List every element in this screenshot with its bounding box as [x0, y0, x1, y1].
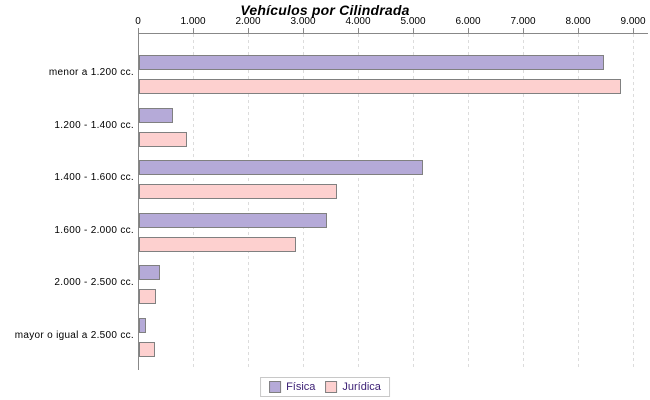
x-tick-label-2: 2.000: [235, 16, 261, 27]
category-label-5: mayor o igual a 2.500 cc.: [14, 330, 134, 341]
x-tick-label-8: 8.000: [565, 16, 591, 27]
gridline: [303, 34, 304, 368]
category-label-4: 2.000 - 2.500 cc.: [54, 277, 134, 289]
gridline: [358, 34, 359, 368]
category-label-3: 1.600 - 2.000 cc.: [54, 224, 134, 236]
bar-fisica-4: [139, 265, 160, 280]
gridline: [633, 34, 634, 368]
bar-fisica-2: [139, 160, 423, 175]
legend-swatch-fisica: [269, 381, 282, 393]
x-tick-mark: [358, 28, 359, 33]
category-label-1: 1.200 - 1.400 cc.: [54, 119, 134, 131]
x-tick-label-1: 1.000: [180, 16, 206, 27]
bar-fisica-1: [139, 108, 174, 123]
x-tick-mark: [193, 28, 194, 33]
bar-juridica-1: [139, 132, 187, 147]
gridline: [413, 34, 414, 368]
bar-juridica-4: [139, 289, 157, 304]
gridline: [523, 34, 524, 368]
bar-fisica-0: [139, 55, 604, 70]
x-tick-label-4: 4.000: [345, 16, 371, 27]
gridline: [248, 34, 249, 368]
x-tick-label-3: 3.000: [290, 16, 316, 27]
bar-juridica-3: [139, 237, 296, 252]
gridline: [193, 34, 194, 368]
legend: Física Jurídica: [260, 377, 390, 397]
x-tick-mark: [633, 28, 634, 33]
x-tick-mark: [523, 28, 524, 33]
x-tick-mark: [303, 28, 304, 33]
category-label-0: menor a 1.200 cc.: [48, 67, 134, 78]
x-tick-mark: [413, 28, 414, 33]
legend-label-fisica: Física: [286, 381, 316, 393]
x-tick-label-7: 7.000: [510, 16, 536, 27]
x-tick-label-0: 0: [135, 16, 141, 27]
legend-label-juridica: Jurídica: [342, 381, 381, 393]
x-tick-mark: [578, 28, 579, 33]
category-label-2: 1.400 - 1.600 cc.: [54, 172, 134, 184]
bar-fisica-5: [139, 318, 147, 333]
bar-juridica-5: [139, 342, 155, 357]
chart-title: Vehículos por Cilindrada: [240, 2, 410, 18]
x-tick-mark: [468, 28, 469, 33]
x-tick-mark: [248, 28, 249, 33]
gridline: [578, 34, 579, 368]
x-tick-label-5: 5.000: [400, 16, 426, 27]
legend-swatch-juridica: [325, 381, 338, 393]
x-tick-mark: [138, 28, 139, 33]
x-tick-label-9: 9.000: [620, 16, 646, 27]
bar-juridica-2: [139, 184, 337, 199]
bar-fisica-3: [139, 213, 328, 228]
bar-juridica-0: [139, 79, 621, 94]
gridline: [468, 34, 469, 368]
x-axis-line: [138, 33, 648, 34]
y-axis-line: [138, 33, 139, 370]
x-tick-label-6: 6.000: [455, 16, 481, 27]
